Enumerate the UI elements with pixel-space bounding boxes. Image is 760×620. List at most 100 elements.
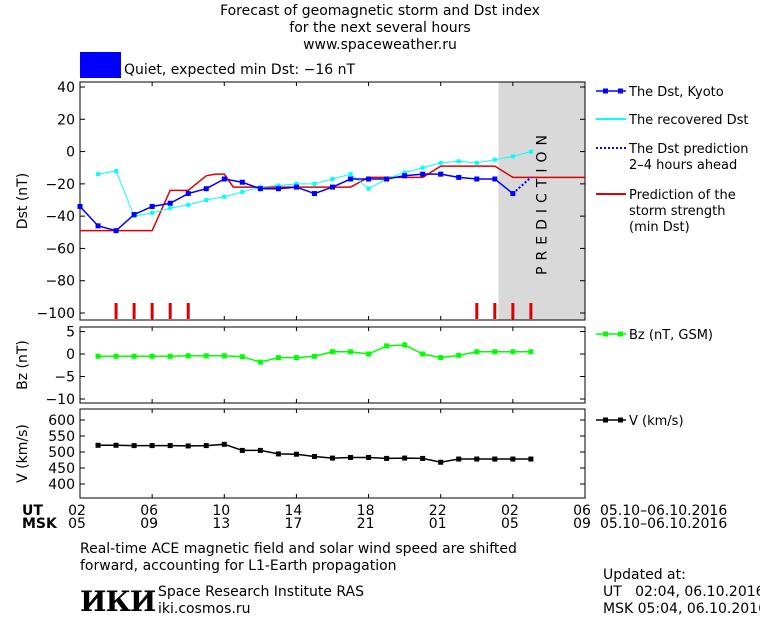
y-tick-label: 400 bbox=[48, 477, 75, 493]
y-tick-label: −60 bbox=[45, 241, 75, 257]
bz-point bbox=[402, 342, 408, 348]
legend-bz-label: Bz (nT, GSM) bbox=[629, 328, 713, 343]
bz-point bbox=[203, 353, 209, 359]
recovered-dst-point bbox=[474, 160, 479, 165]
bz-point bbox=[185, 353, 191, 359]
storm-strength-line bbox=[80, 165, 585, 232]
recovered-dst-point bbox=[402, 170, 407, 175]
speed-point bbox=[456, 456, 462, 462]
speed-point bbox=[149, 443, 155, 449]
recovered-dst-point bbox=[456, 159, 461, 164]
ut-axis-label: UT bbox=[22, 503, 43, 519]
dst-kyoto-point bbox=[420, 171, 426, 177]
speed-point bbox=[239, 447, 245, 453]
bz-point bbox=[528, 349, 534, 355]
recovered-dst-point bbox=[204, 198, 209, 202]
y-tick-label: 5 bbox=[66, 325, 75, 341]
y-tick-label: 600 bbox=[48, 413, 75, 429]
bz-point bbox=[348, 349, 354, 355]
legend-storm-strength-label: storm strength bbox=[629, 204, 726, 219]
legend-storm-strength-label: (min Dst) bbox=[629, 220, 690, 235]
recovered-dst-point bbox=[294, 181, 299, 186]
recovered-dst-point bbox=[96, 172, 101, 177]
ut-tick-label: 06 bbox=[140, 503, 158, 519]
dst-prediction-line bbox=[512, 176, 532, 195]
speed-point bbox=[510, 456, 516, 462]
speed-point bbox=[185, 443, 191, 449]
speed-point bbox=[420, 455, 426, 461]
bz-point bbox=[330, 349, 335, 355]
bz-point bbox=[257, 359, 263, 365]
dst-kyoto-point bbox=[221, 176, 227, 182]
speed-point bbox=[330, 455, 335, 461]
bz-point bbox=[438, 355, 444, 361]
ut-tick-label: 14 bbox=[285, 503, 303, 519]
chart-source-url: www.spaceweather.ru bbox=[303, 37, 457, 53]
dst-kyoto-point bbox=[185, 191, 191, 197]
speed-point bbox=[492, 456, 498, 462]
speed-point bbox=[275, 451, 281, 457]
ut-tick-label: 02 bbox=[501, 503, 519, 519]
bz-point bbox=[510, 349, 516, 355]
ut-tick-label: 06 bbox=[573, 503, 591, 519]
legend-recovered-dst-label: The recovered Dst bbox=[628, 113, 748, 128]
msk-date-range: 05.10–06.10.2016 bbox=[600, 516, 727, 532]
ut-tick-label: 22 bbox=[429, 503, 447, 519]
prediction-band bbox=[498, 82, 585, 320]
y-tick-label: −20 bbox=[45, 177, 75, 193]
y-tick-label: 20 bbox=[57, 112, 75, 128]
y-axis-label: V (km/s) bbox=[15, 424, 31, 483]
bz-point bbox=[113, 353, 119, 359]
speed-point bbox=[528, 456, 534, 462]
recovered-dst-point bbox=[348, 172, 353, 177]
msk-tick-label: 01 bbox=[429, 516, 447, 532]
y-tick-label: 550 bbox=[48, 429, 75, 445]
dst-kyoto-point bbox=[239, 179, 245, 185]
ut-date-range: 05.10–06.10.2016 bbox=[600, 503, 727, 519]
dst-kyoto-point bbox=[95, 223, 101, 229]
msk-tick-label: 13 bbox=[212, 516, 230, 532]
legend-speed-label: V (km/s) bbox=[629, 414, 684, 429]
msk-tick-label: 21 bbox=[357, 516, 375, 532]
dst-kyoto-point bbox=[492, 176, 498, 182]
dst-kyoto-point bbox=[384, 176, 390, 182]
recovered-dst-point bbox=[438, 160, 443, 165]
footnote-line1: Real-time ACE magnetic field and solar w… bbox=[80, 541, 517, 557]
recovered-dst-point bbox=[312, 181, 317, 186]
footnote-line2: forward, accounting for L1-Earth propaga… bbox=[80, 558, 397, 574]
bz-point bbox=[384, 343, 390, 349]
speed-point bbox=[366, 454, 372, 460]
recovered-dst-point bbox=[150, 210, 155, 215]
dst-kyoto-point bbox=[474, 176, 480, 182]
dst-kyoto-point bbox=[113, 228, 119, 234]
speed-point bbox=[167, 443, 173, 449]
recovered-dst-point bbox=[168, 206, 173, 211]
bz-point bbox=[167, 353, 173, 359]
dst-kyoto-point bbox=[257, 186, 263, 192]
legend-dst-prediction-label: 2–4 hours ahead bbox=[629, 158, 737, 173]
y-axis-label: Bz (nT) bbox=[15, 340, 31, 390]
y-tick-label: 0 bbox=[66, 347, 75, 363]
status-text: Quiet, expected min Dst: −16 nT bbox=[124, 62, 356, 78]
msk-tick-label: 17 bbox=[285, 516, 303, 532]
recovered-dst-point bbox=[240, 189, 245, 194]
msk-axis-label: MSK bbox=[22, 516, 58, 532]
bz-point bbox=[239, 354, 245, 360]
dst-kyoto-point bbox=[366, 176, 372, 182]
dst-kyoto-point bbox=[456, 174, 462, 180]
bz-point bbox=[492, 349, 498, 355]
recovered-dst-point bbox=[222, 194, 227, 199]
recovered-dst-point bbox=[510, 154, 515, 159]
y-tick-label: −5 bbox=[54, 370, 75, 386]
institute-site: iki.cosmos.ru bbox=[158, 601, 251, 617]
chart-title-line1: Forecast of geomagnetic storm and Dst in… bbox=[220, 3, 540, 19]
legend-storm-strength-label: Prediction of the bbox=[629, 188, 736, 203]
y-tick-label: −80 bbox=[45, 274, 75, 290]
speed-point bbox=[348, 454, 354, 460]
bz-point bbox=[131, 353, 137, 359]
prediction-band-label: PREDICTION bbox=[535, 129, 551, 275]
y-tick-label: −100 bbox=[37, 306, 75, 322]
speed-point bbox=[311, 453, 317, 459]
y-tick-label: 500 bbox=[48, 445, 75, 461]
